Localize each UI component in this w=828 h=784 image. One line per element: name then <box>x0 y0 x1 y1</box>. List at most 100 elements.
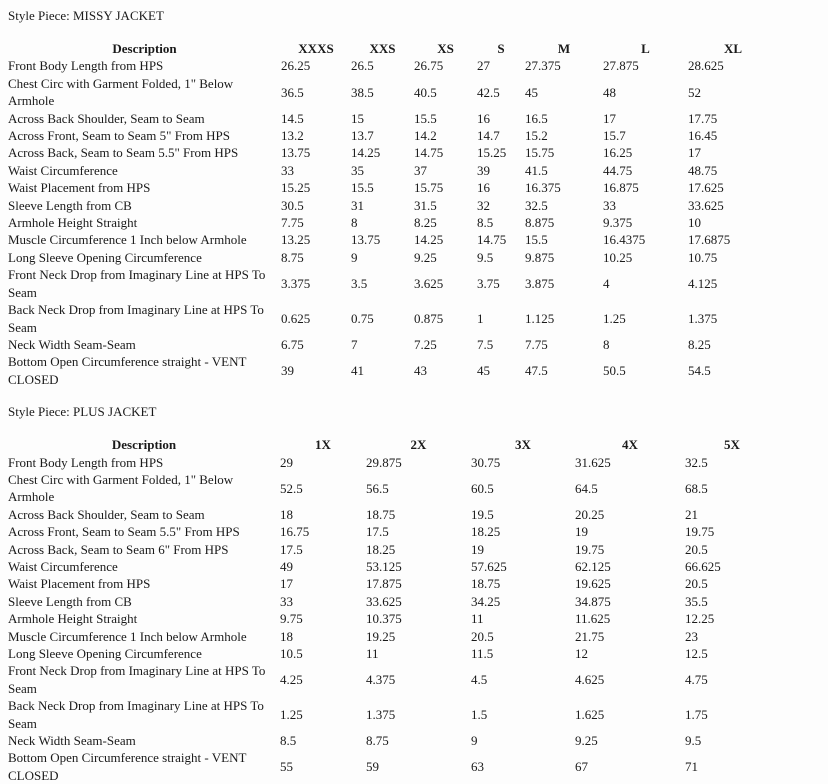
spec-value-cell: 45 <box>477 363 490 379</box>
spec-row: Sleeve Length from CB 30.5 31 31.5 32 32.5 33 3… <box>8 197 778 214</box>
spec-value-cell: 14.7 <box>477 128 500 144</box>
spec-row: Muscle Circumference 1 Inch below Armhol… <box>8 628 779 645</box>
row-label: Long Sleeve Opening Circumference <box>8 646 202 661</box>
spec-value-cell: 16.45 <box>688 128 718 144</box>
size-column-header: XS <box>437 41 454 56</box>
row-label: Waist Circumference <box>8 162 118 178</box>
spec-value-cell: 15.5 <box>525 232 548 248</box>
spec-value-cell: 21 <box>685 506 698 522</box>
spec-value-cell: 9 <box>351 249 358 265</box>
spec-value-cell: 57.625 <box>471 558 507 574</box>
description-column-header: Description <box>112 41 177 56</box>
spec-value-cell: 19.75 <box>575 541 605 557</box>
row-label: Waist Placement from HPS <box>8 180 151 196</box>
spec-value-cell: 12.5 <box>685 646 708 661</box>
spec-value-cell: 42.5 <box>477 84 500 100</box>
spec-value-cell: 47.5 <box>525 363 548 379</box>
spec-value-cell: 10.375 <box>366 611 402 627</box>
size-column-header: S <box>497 41 505 56</box>
spec-value-cell: 0.625 <box>281 310 311 326</box>
row-label: Armhole Height Straight <box>8 611 138 627</box>
spec-value-cell: 19.625 <box>575 576 611 592</box>
row-label: Long Sleeve Opening Circumference <box>8 249 202 265</box>
spec-value-cell: 41.5 <box>525 162 548 178</box>
spec-value-cell: 26.75 <box>414 58 444 74</box>
spec-value-cell: 27.875 <box>603 58 639 74</box>
spec-value-cell: 32.5 <box>685 454 708 470</box>
spec-value-cell: 45 <box>525 84 538 100</box>
spec-value-cell: 10.75 <box>688 249 718 265</box>
spec-value-cell: 34.25 <box>471 593 501 609</box>
spec-value-cell: 15.25 <box>477 145 507 161</box>
spec-value-cell: 30.75 <box>471 454 501 470</box>
row-label: Bottom Open Circumference straight - VEN… <box>8 354 247 387</box>
spec-value-cell: 11 <box>366 646 379 661</box>
spec-value-cell: 19 <box>575 524 588 540</box>
plus-jacket-section: Style Piece: PLUS JACKET Description 1X 2X… <box>8 404 820 784</box>
spec-value-cell: 11.625 <box>575 611 611 627</box>
spec-value-cell: 17.5 <box>366 524 389 540</box>
spec-value-cell: 52.5 <box>280 480 303 496</box>
spec-value-cell: 4.5 <box>471 672 488 688</box>
spec-row: Muscle Circumference 1 Inch below Armhol… <box>8 231 778 248</box>
spec-value-cell: 17.625 <box>688 180 724 196</box>
spec-value-cell: 48 <box>603 84 616 100</box>
spec-value-cell: 19 <box>471 541 484 557</box>
row-label: Across Back Shoulder, Seam to Seam <box>8 110 205 126</box>
spec-value-cell: 16.75 <box>280 524 310 540</box>
spec-value-cell: 18 <box>280 628 293 644</box>
size-column-header: XXS <box>369 41 396 56</box>
spec-value-cell: 16.5 <box>525 110 548 126</box>
spec-value-cell: 17.5 <box>280 541 303 557</box>
spec-value-cell: 71 <box>685 759 698 775</box>
spec-value-cell: 1.75 <box>685 706 708 722</box>
spec-value-cell: 18.75 <box>471 576 501 592</box>
size-column-header: 4X <box>622 437 638 453</box>
spec-value-cell: 9.75 <box>280 611 303 627</box>
size-column-header: M <box>557 41 571 56</box>
row-label: Back Neck Drop from Imaginary Line at HP… <box>8 302 264 335</box>
spec-row: Across Front, Seam to Seam 5.5" From HPS… <box>8 523 779 540</box>
spec-value-cell: 23 <box>685 628 698 644</box>
spec-value-cell: 12 <box>575 646 588 661</box>
spec-value-cell: 17.75 <box>688 110 718 126</box>
row-label: Across Front, Seam to Seam 5" From HPS <box>8 128 230 144</box>
spec-value-cell: 52 <box>688 84 701 100</box>
spec-value-cell: 15.5 <box>351 180 374 196</box>
spec-value-cell: 16 <box>477 180 490 196</box>
spec-row: Chest Circ with Garment Folded, 1" Below… <box>8 471 779 506</box>
spec-row: Long Sleeve Opening Circumference 8.75 9 9.… <box>8 249 778 266</box>
spec-value-cell: 7.5 <box>477 336 494 352</box>
spec-row: Waist Circumference 49 53.125 57.625 62.125 6… <box>8 558 779 575</box>
spec-value-cell: 12.25 <box>685 611 715 627</box>
spec-value-cell: 1.625 <box>575 706 605 722</box>
spec-value-cell: 67 <box>575 759 588 775</box>
spec-row: Across Back, Seam to Seam 6" From HPS 17.… <box>8 541 779 558</box>
row-label: Back Neck Drop from Imaginary Line at HP… <box>8 698 264 731</box>
spec-row: Across Back Shoulder, Seam to Seam 14.5 15… <box>8 110 778 127</box>
spec-row: Armhole Height Straight 9.75 10.375 11 11.62… <box>8 610 779 627</box>
row-label: Bottom Open Circumference straight - VEN… <box>8 750 247 783</box>
missy-jacket-section: Style Piece: MISSY JACKET Description XXX… <box>8 8 820 388</box>
spec-row: Bottom Open Circumference straight - VEN… <box>8 353 778 388</box>
spec-value-cell: 48.75 <box>688 162 718 178</box>
spec-value-cell: 4.625 <box>575 672 605 688</box>
spec-value-cell: 4.75 <box>685 672 708 688</box>
size-column-header: 3X <box>515 437 531 453</box>
spec-value-cell: 20.25 <box>575 506 605 522</box>
spec-value-cell: 43 <box>414 363 427 379</box>
row-label: Across Back, Seam to Seam 5.5" From HPS <box>8 145 239 161</box>
spec-value-cell: 39 <box>281 363 294 379</box>
spec-value-cell: 14.25 <box>414 232 444 248</box>
spec-row: Across Front, Seam to Seam 5" From HPS 13… <box>8 127 778 144</box>
spec-value-cell: 14.2 <box>414 128 437 144</box>
spec-value-cell: 1.5 <box>471 706 488 722</box>
size-column-header: L <box>641 41 650 56</box>
spec-value-cell: 31.625 <box>575 454 611 470</box>
spec-value-cell: 13.75 <box>281 145 311 161</box>
spec-value-cell: 18.25 <box>366 541 396 557</box>
spec-row: Front Body Length from HPS 26.25 26.5 26.75… <box>8 57 778 74</box>
spec-value-cell: 15.5 <box>414 110 437 126</box>
spec-value-cell: 15.75 <box>414 180 444 196</box>
spec-row: Across Back Shoulder, Seam to Seam 18 18.7… <box>8 506 779 523</box>
